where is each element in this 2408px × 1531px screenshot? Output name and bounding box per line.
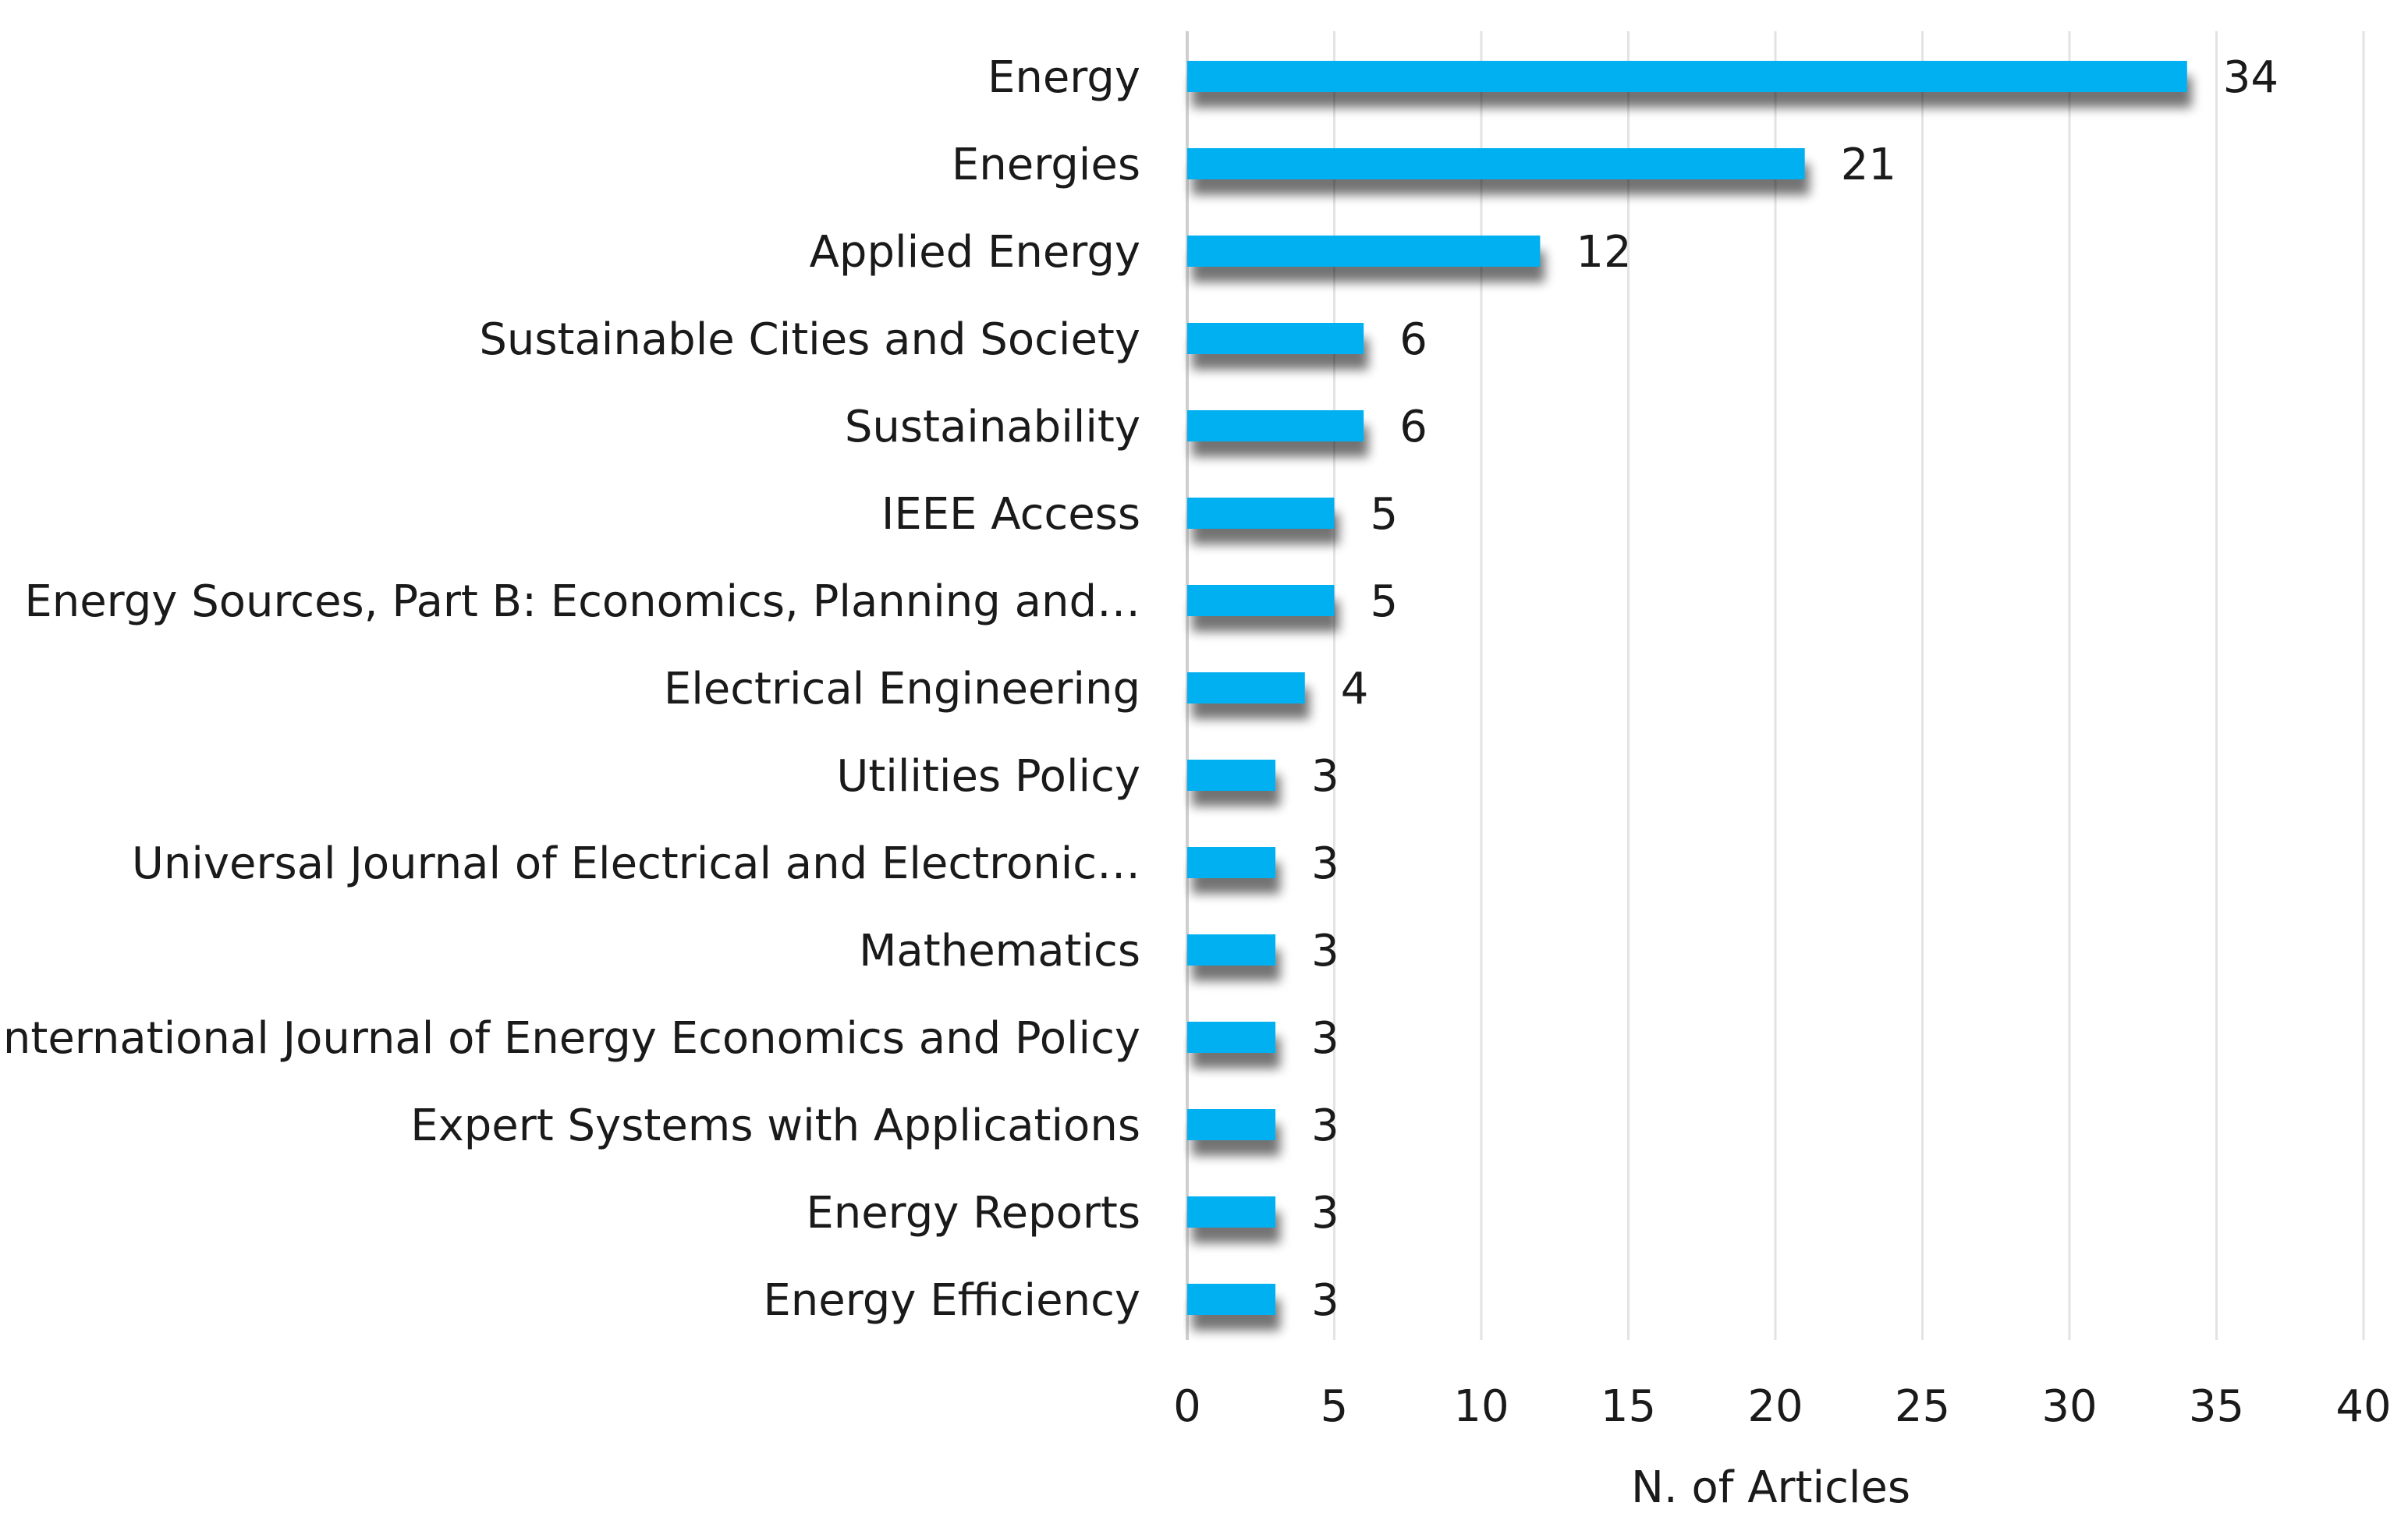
data-label-10: 3 — [1311, 926, 1339, 976]
category-label-10: Mathematics — [859, 926, 1140, 976]
category-label-5: IEEE Access — [881, 489, 1140, 540]
data-label-2: 12 — [1576, 227, 1631, 278]
category-label-0: Energy — [988, 52, 1140, 103]
x-tick-35: 35 — [2189, 1381, 2244, 1432]
x-tick-15: 15 — [1601, 1381, 1656, 1432]
x-tick-40: 40 — [2335, 1381, 2391, 1432]
category-label-12: Expert Systems with Applications — [410, 1100, 1140, 1151]
data-label-12: 3 — [1311, 1100, 1339, 1151]
x-tick-30: 30 — [2041, 1381, 2097, 1432]
category-label-6: Energy Sources, Part B: Economics, Plann… — [24, 576, 1140, 627]
data-label-5: 5 — [1371, 489, 1399, 540]
bar-12 — [1187, 1109, 1276, 1140]
data-label-1: 21 — [1841, 140, 1896, 190]
category-label-9: Universal Journal of Electrical and Elec… — [132, 838, 1140, 889]
bar-0 — [1187, 61, 2187, 92]
category-label-14: Energy Efficiency — [763, 1275, 1140, 1326]
bar-3 — [1187, 323, 1364, 354]
bar-6 — [1187, 585, 1335, 616]
bar-7 — [1187, 672, 1305, 703]
bar-14 — [1187, 1284, 1276, 1315]
data-label-8: 3 — [1311, 751, 1339, 802]
x-tick-0: 0 — [1173, 1381, 1201, 1432]
bar-10 — [1187, 934, 1276, 966]
category-label-1: Energies — [952, 140, 1140, 190]
x-tick-25: 25 — [1895, 1381, 1950, 1432]
bar-1 — [1187, 148, 1805, 179]
bar-5 — [1187, 498, 1335, 529]
bar-11 — [1187, 1022, 1276, 1053]
data-label-3: 6 — [1399, 314, 1427, 365]
x-axis-ticks: 0 5 10 15 20 25 30 35 40 — [1173, 1381, 2391, 1432]
bar-2 — [1187, 236, 1541, 267]
x-tick-20: 20 — [1747, 1381, 1803, 1432]
category-labels: Energy Energies Applied Energy Sustainable … — [0, 52, 1140, 1326]
category-label-2: Applied Energy — [810, 227, 1140, 278]
x-tick-10: 10 — [1453, 1381, 1509, 1432]
bar-8 — [1187, 760, 1276, 791]
data-label-6: 5 — [1371, 576, 1399, 627]
data-label-14: 3 — [1311, 1275, 1339, 1326]
data-label-7: 4 — [1341, 664, 1369, 714]
category-label-4: Sustainability — [845, 402, 1140, 452]
category-label-13: Energy Reports — [806, 1188, 1140, 1239]
data-label-0: 34 — [2223, 52, 2279, 103]
bars — [1187, 61, 2187, 1315]
bar-4 — [1187, 410, 1364, 441]
category-label-8: Utilities Policy — [836, 751, 1140, 802]
category-label-3: Sustainable Cities and Society — [479, 314, 1140, 365]
x-axis-title: N. of Articles — [1631, 1462, 1910, 1513]
data-label-13: 3 — [1311, 1188, 1339, 1239]
bar-9 — [1187, 847, 1276, 878]
x-tick-5: 5 — [1321, 1381, 1349, 1432]
data-label-4: 6 — [1399, 402, 1427, 452]
category-label-7: Electrical Engineering — [664, 664, 1140, 714]
data-label-9: 3 — [1311, 838, 1339, 889]
category-label-11: International Journal of Energy Economic… — [0, 1013, 1140, 1064]
data-label-11: 3 — [1311, 1013, 1339, 1064]
bar-13 — [1187, 1196, 1276, 1228]
